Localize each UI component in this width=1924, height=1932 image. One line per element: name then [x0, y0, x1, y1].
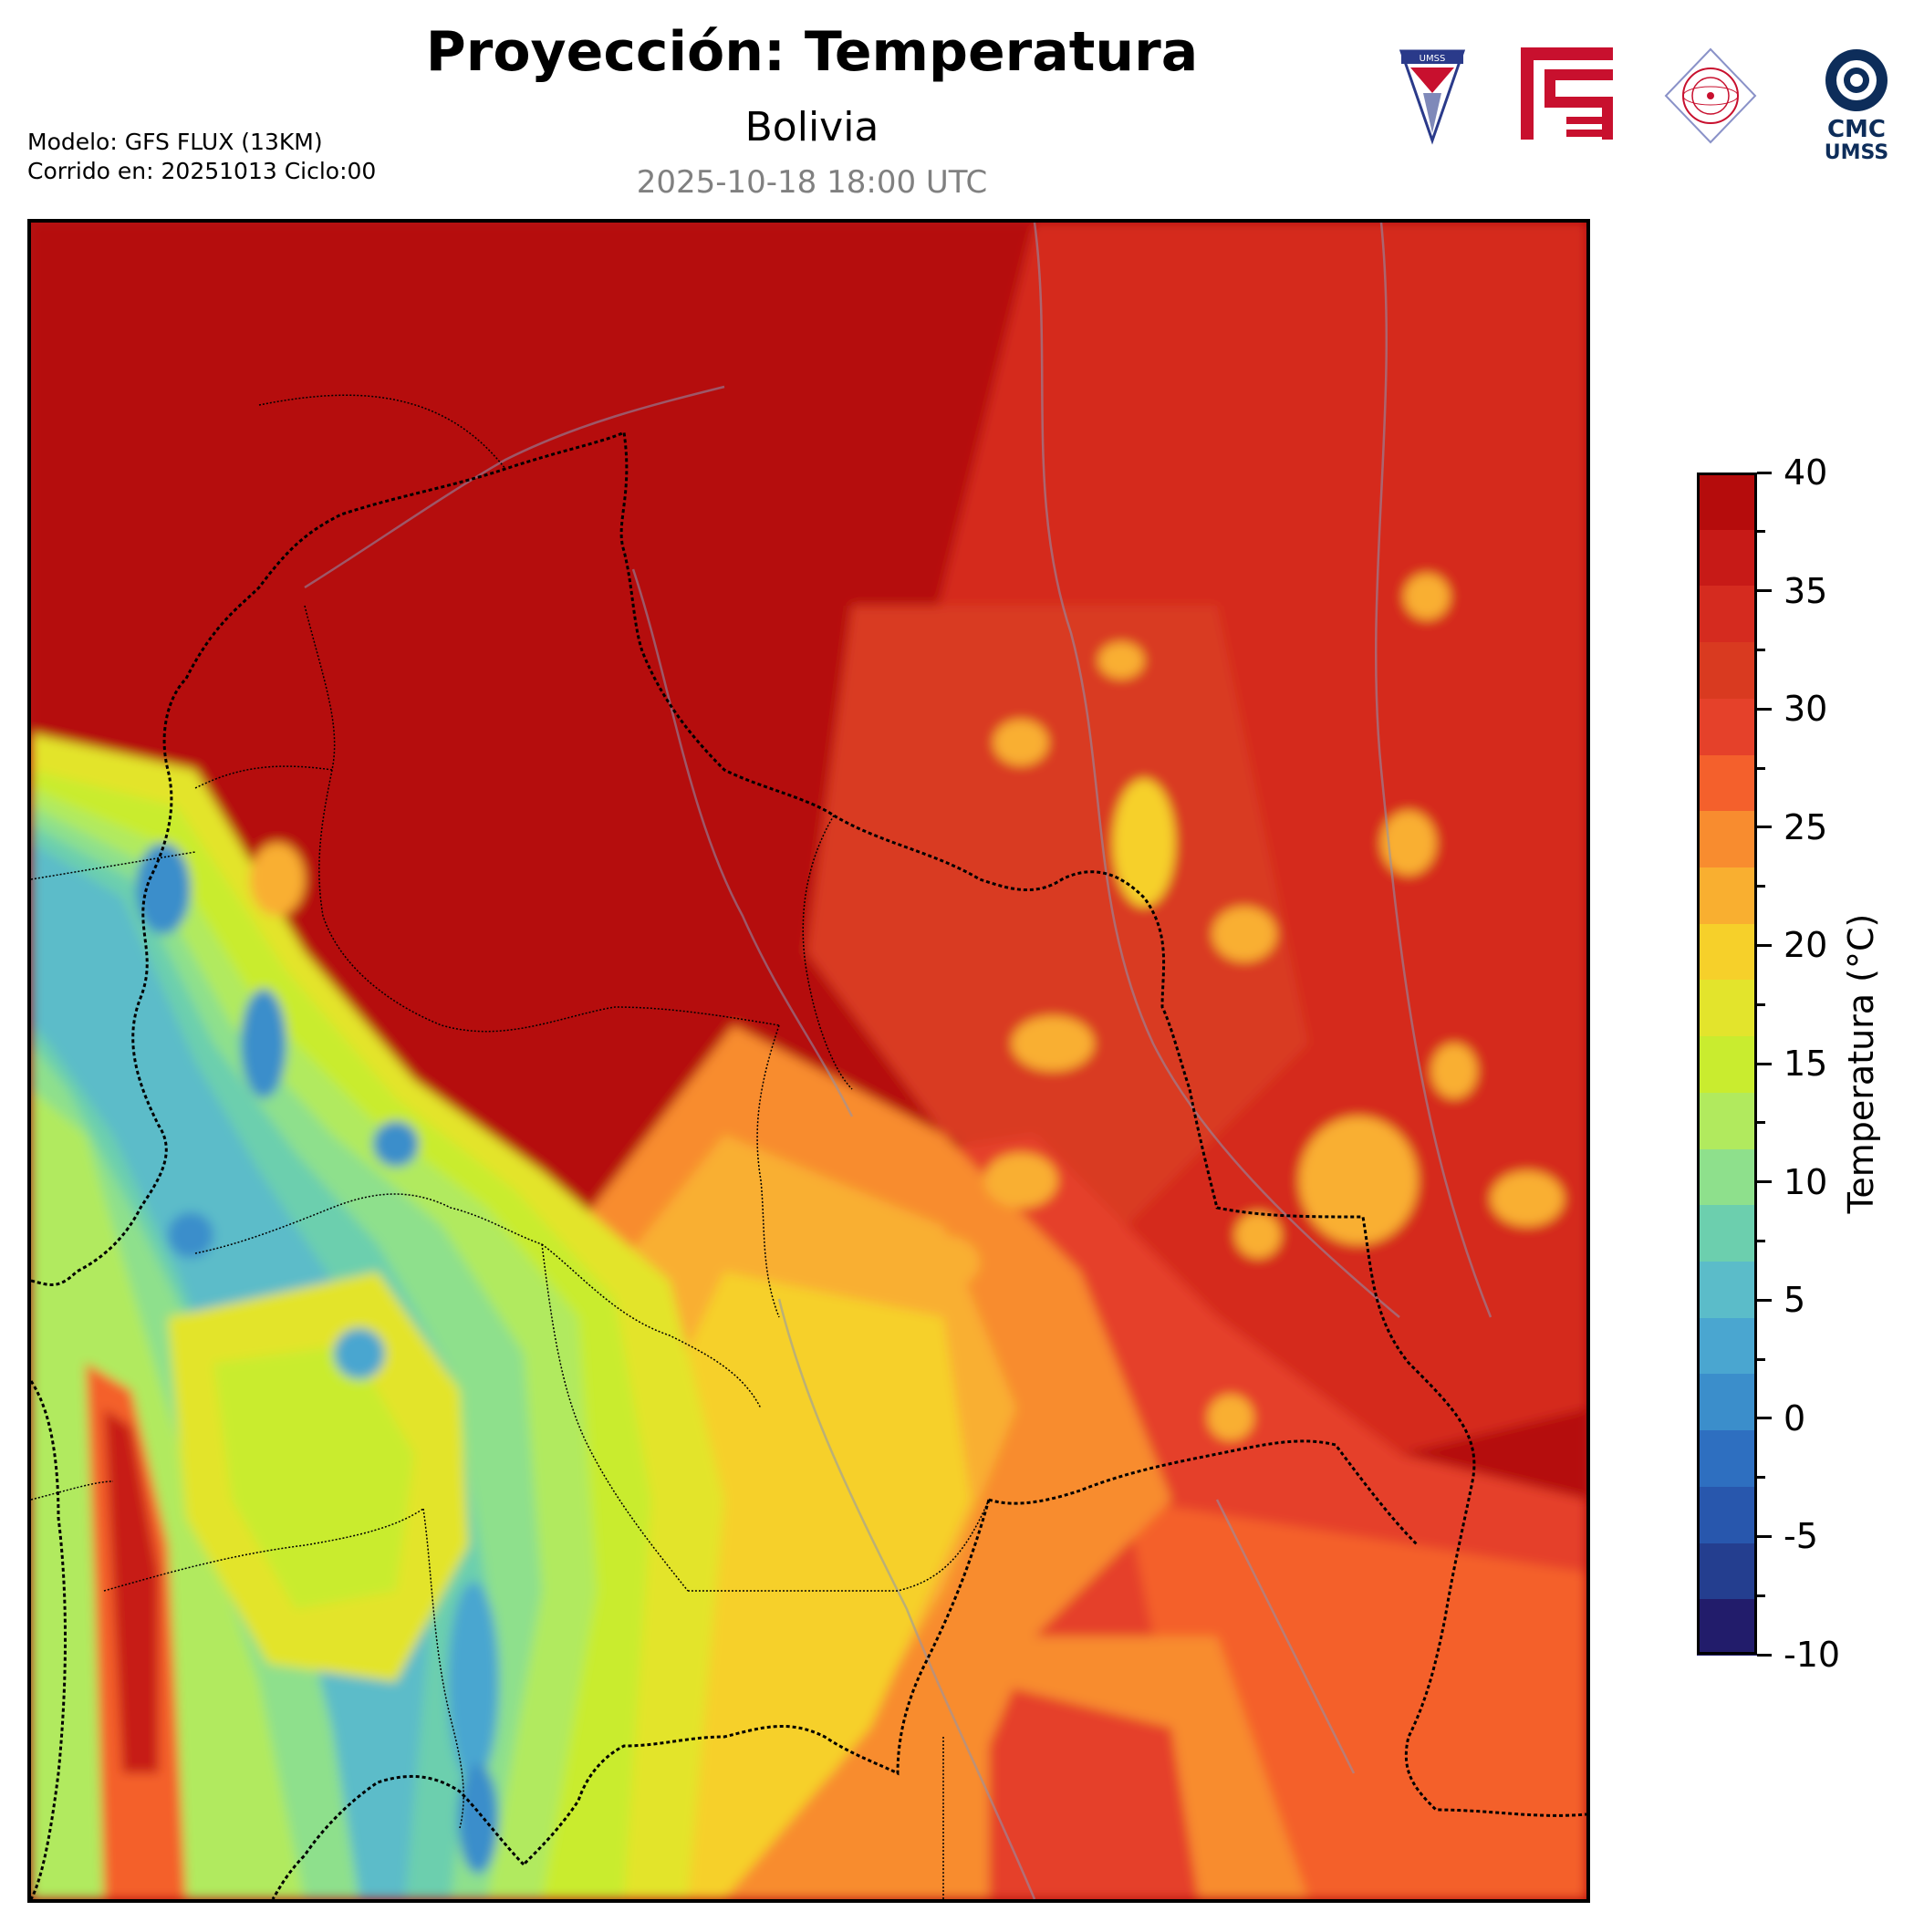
- colorbar-major-tick: [1757, 1062, 1772, 1065]
- colorbar-segment: [1697, 867, 1757, 924]
- colorbar-minor-tick: [1757, 1002, 1765, 1006]
- colorbar-segment: [1697, 473, 1757, 530]
- colorbar-segment: [1697, 1261, 1757, 1318]
- colorbar-segment: [1697, 1035, 1757, 1093]
- cmc-umss-logo: CMC UMSS: [1825, 49, 1888, 164]
- umss-shield-logo: UMSS: [1399, 49, 1466, 145]
- colorbar-major-tick: [1757, 1534, 1772, 1538]
- colorbar-segment: [1697, 528, 1757, 587]
- colorbar-segment: [1697, 922, 1757, 981]
- colorbar-major-tick: [1757, 1417, 1772, 1420]
- colorbar-tick-label: 20: [1784, 925, 1828, 966]
- colorbar-major-tick: [1757, 943, 1772, 947]
- colorbar-tick-label: 15: [1784, 1044, 1828, 1084]
- colorbar-segment: [1697, 1316, 1757, 1375]
- colorbar-segment: [1697, 697, 1757, 755]
- colorbar-minor-tick: [1757, 1476, 1765, 1480]
- run-line: Corrido en: 20251013 Ciclo:00: [27, 158, 377, 184]
- colorbar-minor-tick: [1757, 766, 1765, 770]
- colorbar-segment: [1697, 1485, 1757, 1543]
- colorbar-tick-label: 10: [1784, 1161, 1828, 1202]
- colorbar-tick-label: 5: [1784, 1280, 1806, 1321]
- colorbar-segment: [1697, 753, 1757, 812]
- colorbar-minor-tick: [1757, 1357, 1765, 1361]
- colorbar-segment: [1697, 1204, 1757, 1262]
- departamento-fisica-logo: [1664, 47, 1757, 144]
- colorbar-minor-tick: [1757, 1121, 1765, 1125]
- colorbar-tick-label: 0: [1784, 1397, 1806, 1439]
- map-title: Proyección: Temperatura: [425, 20, 1199, 84]
- colorbar-minor-tick: [1757, 530, 1765, 534]
- model-line: Modelo: GFS FLUX (13KM): [27, 129, 323, 155]
- institution-logos: UMSS CMC UMSS: [1396, 46, 1907, 164]
- umss-logo-text: UMSS: [1420, 54, 1446, 64]
- colorbar-segment: [1697, 1598, 1757, 1656]
- colorbar-minor-tick: [1757, 1594, 1765, 1597]
- colorbar-tick-label: 35: [1784, 570, 1828, 611]
- cmc-logo-text: CMC: [1827, 116, 1886, 143]
- colorbar-frame: [1697, 473, 1757, 1655]
- colorbar-minor-tick: [1757, 885, 1765, 888]
- colorbar-label: Temperatura (°C): [1841, 913, 1881, 1214]
- colorbar-tick-label: 25: [1784, 806, 1828, 847]
- colorbar-major-tick: [1757, 1180, 1772, 1184]
- colorbar-major-tick: [1757, 707, 1772, 711]
- colorbar-major-tick: [1757, 589, 1772, 593]
- colorbar-segment: [1697, 1542, 1757, 1600]
- colorbar-tick-label: 30: [1784, 689, 1828, 730]
- colorbar-segment: [1697, 585, 1757, 643]
- colorbar-segment: [1697, 979, 1757, 1037]
- colorbar-minor-tick: [1757, 1239, 1765, 1242]
- colorbar-segment: [1697, 641, 1757, 699]
- colorbar-segment: [1697, 1091, 1757, 1149]
- colorbar-major-tick: [1757, 1653, 1772, 1657]
- map-subtitle: Bolivia: [744, 104, 879, 151]
- temperature-field: [31, 223, 1586, 1899]
- colorbar-segment: [1697, 1148, 1757, 1206]
- colorbar-tick-label: -5: [1784, 1516, 1818, 1557]
- valid-time: 2025-10-18 18:00 UTC: [636, 164, 988, 201]
- model-info: Modelo: GFS FLUX (13KM) Corrido en: 2025…: [27, 128, 376, 186]
- fcyt-logo: [1519, 46, 1615, 141]
- colorbar-segment: [1697, 1429, 1757, 1487]
- colorbar-segment: [1697, 1373, 1757, 1431]
- cmc-logo-subtext: UMSS: [1825, 141, 1888, 164]
- colorbar-major-tick: [1757, 826, 1772, 829]
- colorbar-tick-label: 40: [1784, 452, 1828, 493]
- temperature-map: [27, 219, 1590, 1903]
- colorbar-tick-label: -10: [1784, 1635, 1841, 1675]
- colorbar-minor-tick: [1757, 648, 1765, 651]
- colorbar-major-tick: [1757, 471, 1772, 474]
- colorbar-segment: [1697, 810, 1757, 867]
- colorbar-major-tick: [1757, 1298, 1772, 1302]
- colorbar: [1697, 473, 1757, 1656]
